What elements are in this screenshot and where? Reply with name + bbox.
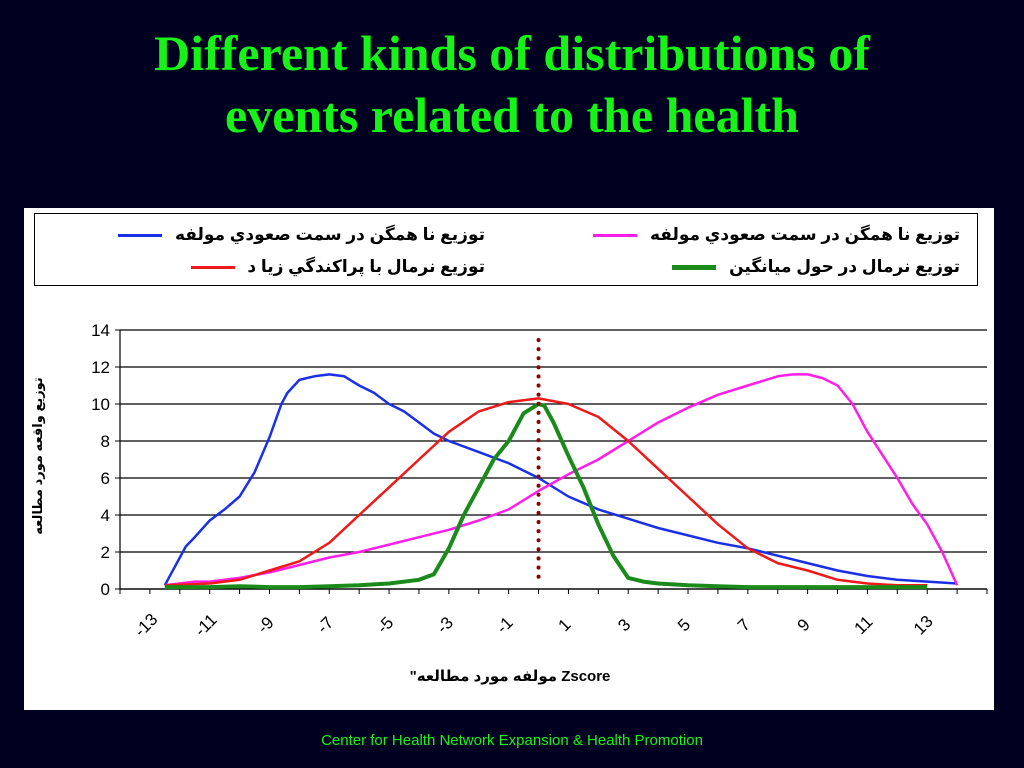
chart-panel: توزيع نا همگن در سمت صعودي مولفه توزيع ن… [24,208,994,710]
y-tick-label: 2 [101,543,110,562]
x-tick-label: -5 [373,613,397,637]
y-tick-label: 8 [101,432,110,451]
x-tick-label: 13 [910,612,937,639]
legend-swatch-0 [118,234,163,238]
x-axis-title: Zscore مولفه مورد مطالعه" [409,668,611,685]
x-tick-label: 5 [674,615,694,635]
legend-entry-2: توزيع نرمال با پراكندگي زيا د [45,254,485,280]
series-line-1 [164,373,959,587]
legend-entry-3: توزيع نرمال در حول ميانگين [520,254,960,280]
x-tick-label: 1 [554,615,574,635]
series-line-2 [164,397,928,587]
slide-title-line-2: events related to the health [225,87,799,143]
y-tick-label: 6 [101,469,110,488]
y-tick-label: 4 [101,506,110,525]
slide-title-line-1: Different kinds of distributions of [154,25,870,81]
y-axis-title: توزيع واقعه مورد مطالعه [30,377,45,535]
x-tick-label: -1 [493,613,517,637]
y-tick-label: 14 [91,321,110,340]
x-tick-label: 9 [794,615,814,635]
y-tick-label: 10 [91,395,110,414]
footer-text: Center for Health Network Expansion & He… [321,732,703,749]
x-tick-label: 11 [851,612,877,638]
y-tick-label: 12 [91,358,110,377]
chart-legend: توزيع نا همگن در سمت صعودي مولفه توزيع ن… [34,213,978,286]
legend-entry-0: توزيع نا همگن در سمت صعودي مولفه [45,222,485,248]
x-tick-label: 3 [614,615,634,635]
x-tick-label: -13 [131,610,162,641]
legend-swatch-1 [593,234,638,238]
legend-label-2: توزيع نرمال با پراكندگي زيا د [247,257,485,276]
legend-label-1: توزيع نا همگن در سمت صعودي مولفه [649,225,960,244]
series-line-3 [164,402,928,590]
x-tick-label: -7 [313,613,337,637]
slide-title: Different kinds of distributions of even… [0,22,1024,146]
legend-label-3: توزيع نرمال در حول ميانگين [729,257,960,276]
x-tick-label: 7 [734,615,754,635]
legend-entry-1: توزيع نا همگن در سمت صعودي مولفه [520,222,960,248]
series-line-0 [163,373,958,586]
y-tick-label: 0 [101,580,110,599]
x-tick-label: -11 [191,610,221,640]
x-tick-label: -3 [433,613,457,637]
legend-swatch-3 [672,265,717,271]
legend-label-0: توزيع نا همگن در سمت صعودي مولفه [174,225,485,244]
legend-swatch-2 [190,266,235,270]
x-tick-label: -9 [254,613,278,637]
